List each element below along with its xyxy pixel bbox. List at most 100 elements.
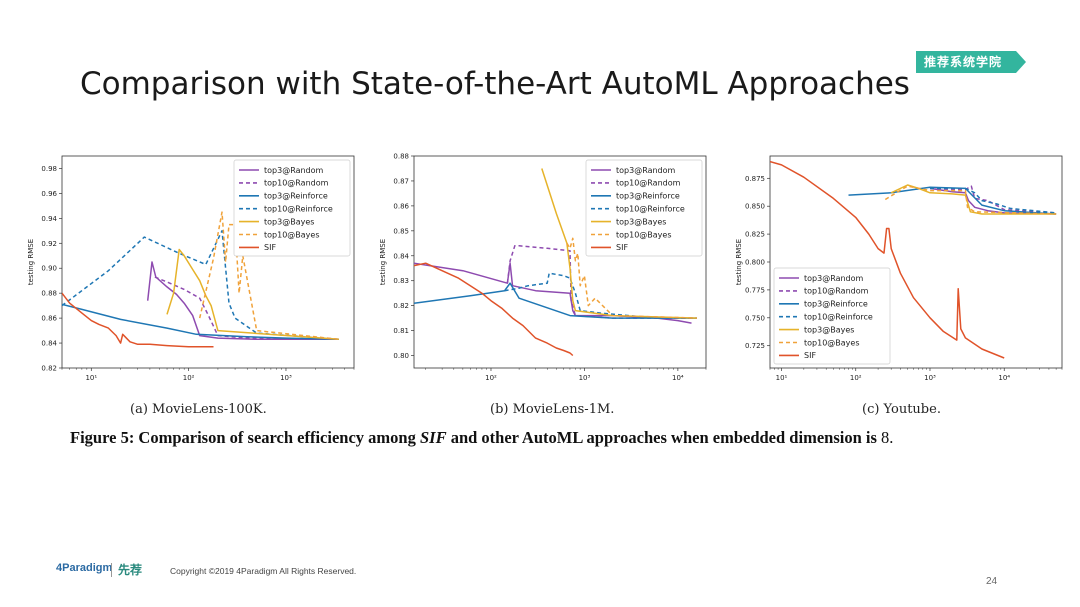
y-tick-label: 0.825 <box>745 231 765 239</box>
series-group <box>770 160 1057 359</box>
y-tick-label: 0.80 <box>393 352 409 360</box>
legend-label-top3-random: top3@Random <box>616 166 676 175</box>
y-tick-label: 0.94 <box>41 215 57 223</box>
figure-caption-num: 8. <box>881 428 894 447</box>
y-tick-label: 0.96 <box>41 190 57 198</box>
legend-label-sif: SIF <box>804 351 816 360</box>
slide-title: Comparison with State-of-the-Art AutoML … <box>80 66 910 102</box>
series-line-top10-random <box>929 185 1057 214</box>
legend-label-sif: SIF <box>616 243 628 252</box>
y-tick-label: 0.82 <box>41 365 57 373</box>
x-tick-label: 10³ <box>280 374 292 380</box>
series-line-top10-random <box>154 276 339 341</box>
chart-youtube: 0.725 0.750 0.775 0.800 0.825 0.850 0.875 10¹ 10… <box>735 155 1063 380</box>
caption-c: (c) Youtube. <box>862 402 941 417</box>
legend-label-top3-bayes: top3@Bayes <box>804 325 854 334</box>
legend-label-top3-reinforce: top3@Reinforce <box>616 192 680 201</box>
legend-label-top3-reinforce: top3@Reinforce <box>804 300 868 309</box>
legend-label-top10-bayes: top10@Bayes <box>264 230 320 239</box>
y-tick-label: 0.87 <box>393 177 409 185</box>
y-tick-label: 0.86 <box>41 315 57 323</box>
y-axis-label: testing RMSE <box>735 239 743 285</box>
y-tick-label: 0.725 <box>745 342 765 350</box>
series-line-top3-reinforce <box>414 282 697 319</box>
chart-movielens-100k: 0.82 0.84 0.86 0.88 0.90 0.92 0.94 0.96 0.98 10¹ 1… <box>27 155 355 380</box>
y-tick-label: 0.875 <box>745 175 765 183</box>
x-tick-label: 10³ <box>579 374 591 380</box>
series-group <box>414 168 697 357</box>
x-tick-label: 10¹ <box>776 374 788 380</box>
y-tick-label: 0.90 <box>41 265 57 273</box>
legend-label-top10-bayes: top10@Bayes <box>804 338 860 347</box>
y-axis-label: testing RMSE <box>27 239 35 285</box>
footer-logo-xianjian: 先荐 <box>118 563 143 577</box>
caption-b: (b) MovieLens-1M. <box>490 402 615 417</box>
legend-label-sif: SIF <box>264 243 276 252</box>
legend-box <box>233 159 351 257</box>
plot-frame <box>769 155 1063 369</box>
y-tick-label: 0.850 <box>745 203 765 211</box>
footer-divider <box>111 563 112 577</box>
y-tick-label: 0.98 <box>41 165 57 173</box>
x-tick-label: 10⁴ <box>998 374 1010 380</box>
figure-caption-part1: Figure 5: Comparison of search efficienc… <box>70 428 420 447</box>
series-line-sif <box>770 160 1005 359</box>
series-group <box>62 211 339 348</box>
x-tick-label: 10² <box>485 374 497 380</box>
figure-caption-sif: SIF <box>419 428 447 447</box>
y-tick-label: 0.86 <box>393 202 409 210</box>
legend-label-top3-random: top3@Random <box>264 166 324 175</box>
legend-box <box>585 159 703 257</box>
y-tick-label: 0.775 <box>745 286 765 294</box>
x-tick-label: 10³ <box>924 374 936 380</box>
series-line-top10-reinforce <box>504 272 697 319</box>
y-tick-label: 0.84 <box>41 340 57 348</box>
badge-label: 推荐系统学院 <box>924 55 1003 69</box>
figure-caption: Figure 5: Comparison of search efficienc… <box>70 428 893 448</box>
series-line-top3-bayes <box>166 248 339 341</box>
legend-label-top10-random: top10@Random <box>616 179 681 188</box>
series-line-top10-reinforce <box>930 187 1057 214</box>
legend-label-top10-reinforce: top10@Reinforce <box>804 313 873 322</box>
y-tick-label: 0.82 <box>393 302 409 310</box>
series-line-top3-reinforce <box>62 303 339 341</box>
copyright-text: Copyright ©2019 4Paradigm All Rights Res… <box>170 566 357 576</box>
legend-label-top10-random: top10@Random <box>804 287 869 296</box>
legend-label-top10-reinforce: top10@Reinforce <box>616 205 685 214</box>
series-line-top3-random <box>146 261 339 341</box>
y-tick-label: 0.81 <box>393 327 409 335</box>
legend-label-top10-reinforce: top10@Reinforce <box>264 205 333 214</box>
legend-label-top3-reinforce: top3@Reinforce <box>264 192 328 201</box>
legend-label-top3-random: top3@Random <box>804 274 864 283</box>
brand-badge: 推荐系统学院 <box>916 51 1026 73</box>
y-tick-label: 0.84 <box>393 252 409 260</box>
footer-logo-4paradigm: 4Paradigm <box>56 562 113 574</box>
chart-movielens-1m: 0.80 0.81 0.82 0.83 0.84 0.85 0.86 0.87 0.88 10² 1… <box>379 153 707 380</box>
series-line-top3-bayes <box>541 168 697 319</box>
x-tick-label: 10² <box>850 374 862 380</box>
figure-caption-part2: and other AutoML approaches when embedde… <box>446 428 882 447</box>
x-tick-label: 10² <box>183 374 195 380</box>
x-tick-label: 10⁴ <box>672 374 684 380</box>
x-tick-label: 10¹ <box>85 374 97 380</box>
legend-label-top3-bayes: top3@Bayes <box>264 217 314 226</box>
page-number: 24 <box>986 576 998 587</box>
legend-label-top10-bayes: top10@Bayes <box>616 230 672 239</box>
y-tick-label: 0.85 <box>393 227 409 235</box>
y-tick-label: 0.88 <box>41 290 57 298</box>
legend-box <box>773 267 891 365</box>
y-axis-label: testing RMSE <box>379 239 387 285</box>
y-tick-label: 0.92 <box>41 240 57 248</box>
badge-shape <box>916 51 1026 73</box>
series-line-sif <box>62 292 214 348</box>
legend-label-top10-random: top10@Random <box>264 179 329 188</box>
legend-label-top3-bayes: top3@Bayes <box>616 217 666 226</box>
caption-a: (a) MovieLens-100K. <box>130 402 267 417</box>
series-line-top10-bayes <box>566 237 697 319</box>
series-line-top10-bayes <box>884 185 1057 215</box>
series-line-sif <box>414 262 574 357</box>
y-tick-label: 0.800 <box>745 259 765 267</box>
y-tick-label: 0.83 <box>393 277 409 285</box>
series-line-top10-bayes <box>198 211 339 341</box>
y-tick-label: 0.750 <box>745 314 765 322</box>
